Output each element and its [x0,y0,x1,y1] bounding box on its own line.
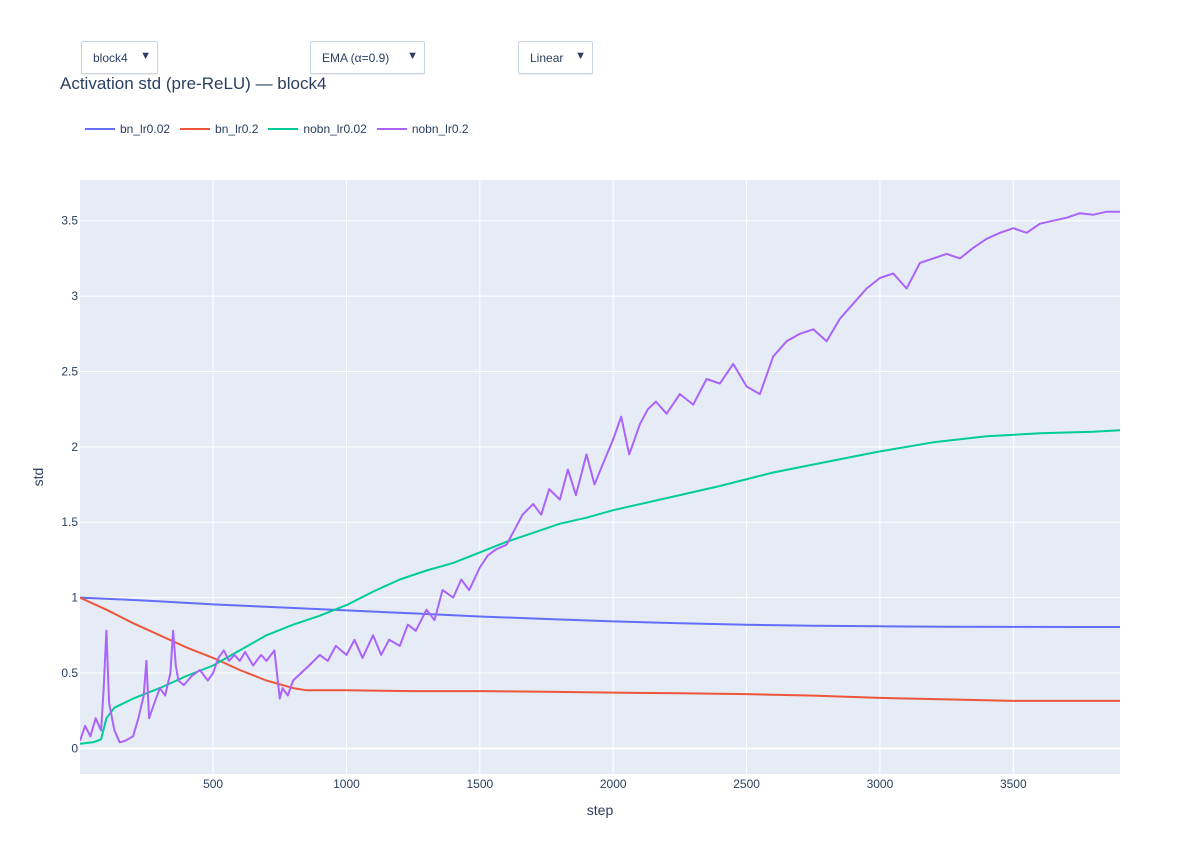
y-tick-label: 2 [71,440,78,454]
y-tick-label: 2.5 [61,364,78,378]
smoothing-dropdown[interactable]: EMA (α=0.9) ▼ [310,41,425,74]
legend-swatch [85,128,115,130]
chart-legend: bn_lr0.02 bn_lr0.2 nobn_lr0.02 nobn_lr0.2 [85,122,479,136]
series-line-bn-lr0-02 [80,596,1120,628]
x-tick-label: 3000 [867,777,894,791]
y-tick-label: 1 [71,591,78,605]
y-tick-label: 1.5 [61,515,78,529]
x-tick-label: 3500 [1000,777,1027,791]
legend-item[interactable]: bn_lr0.2 [180,122,258,136]
y-axis-label: std [30,468,46,487]
x-axis-label: step [587,802,614,818]
series-line-bn-lr0-2 [80,596,1120,702]
legend-swatch [376,128,407,130]
legend-item[interactable]: nobn_lr0.2 [376,122,469,136]
legend-label: bn_lr0.02 [120,122,171,136]
x-tick-label: 2000 [600,777,627,791]
block-dropdown[interactable]: block4 ▼ [81,41,158,74]
y-tick-label: 3.5 [61,214,78,228]
legend-label: bn_lr0.2 [215,122,259,136]
x-tick-label: 2500 [733,777,760,791]
scale-dropdown[interactable]: Linear ▼ [518,41,593,74]
y-tick-label: 0.5 [61,666,78,680]
smoothing-dropdown-value: EMA (α=0.9) [322,50,390,65]
plot-area [80,180,1120,774]
legend-label: nobn_lr0.02 [303,122,367,136]
x-tick-label: 1000 [333,777,360,791]
legend-item[interactable]: nobn_lr0.02 [268,122,367,136]
legend-label: nobn_lr0.2 [411,122,469,136]
legend-swatch [268,128,299,130]
chevron-down-icon: ▼ [140,50,151,62]
scale-dropdown-value: Linear [530,50,564,65]
legend-swatch [180,128,211,130]
chart-title: Activation std (pre-ReLU) — block4 [60,74,327,93]
series-line-nobn-lr0-02 [80,429,1120,745]
y-tick-label: 0 [71,741,78,755]
x-tick-label: 1500 [466,777,493,791]
chevron-down-icon: ▼ [575,50,586,62]
block-dropdown-value: block4 [93,50,128,65]
chevron-down-icon: ▼ [407,50,418,62]
x-tick-label: 500 [203,777,223,791]
series-line-nobn-lr0-2 [80,210,1120,744]
legend-item[interactable]: bn_lr0.02 [85,122,170,136]
y-tick-label: 3 [71,289,78,303]
